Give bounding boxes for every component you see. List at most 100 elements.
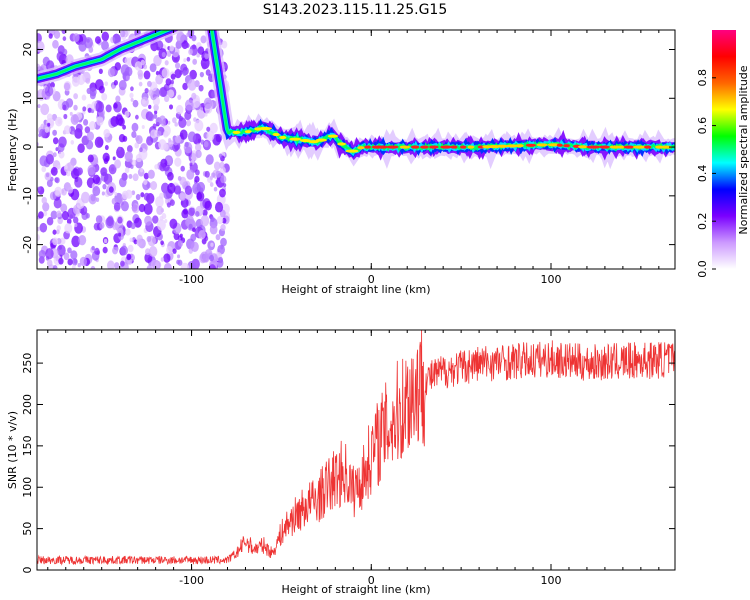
spectrogram-speckle [218,256,223,264]
spectrogram-speckle [79,256,87,267]
spectrogram-speckle [95,79,104,91]
spectrogram-speckle [57,119,62,125]
spectrogram-speckle [160,240,164,246]
spectrogram-speckle [72,33,80,43]
spectrogram-speckle [137,73,143,80]
spectrogram-speckle [213,161,221,171]
snr-frame [36,329,676,571]
spectrogram-speckle [159,115,166,124]
spectrogram-peak [410,145,420,149]
spectrogram-speckle [188,48,193,55]
spectrogram-speckle [154,110,158,115]
spectrogram-speckle [71,130,75,135]
spectrogram-speckle [50,210,58,220]
spectrogram-speckle [210,242,214,247]
spectrogram-speckle [179,191,187,201]
spectrogram-speckle [61,30,67,35]
spectrogram-peak [525,143,537,147]
spectrogram-speckle [45,153,54,165]
spectrogram-speckle [161,51,166,58]
snr-xtick-label: -100 [179,574,204,587]
spectrogram-speckle [60,237,66,245]
spectrogram-speckle [189,162,193,167]
spectrogram-speckle [42,202,50,212]
spectrogram-speckle [213,186,218,192]
spectrogram-speckle [162,143,169,151]
spectrogram-speckle [197,46,205,55]
spectrogram-speckle [206,130,215,142]
spectrogram-speckle [127,258,133,265]
spectrogram-speckle [161,67,170,79]
spectrogram-speckle [134,142,140,149]
spectrogram-marks [37,30,675,269]
spectrogram-speckle [147,169,155,179]
spectrogram-speckle [218,153,223,159]
spectrogram-speckle [80,191,90,204]
spectrogram-speckle [163,253,171,263]
spectrogram-speckle [209,254,215,262]
spectrogram-speckle [55,229,60,235]
spectrogram-peak [258,126,272,131]
spectrogram-speckle [102,183,107,190]
spectrogram-speckle [150,181,158,191]
spectrogram-speckle [169,199,175,207]
spectrogram-speckle [132,173,139,182]
spectrogram-speckle [94,136,104,148]
spectrogram-peak [578,145,589,149]
spectrogram-xtick-label: -100 [179,273,204,286]
spectrogram-speckle [39,128,45,137]
spectrogram-speckle [185,119,192,127]
spectrogram-speckle [208,264,217,269]
spectrogram-speckle [131,131,137,138]
spectrogram-speckle [135,114,139,120]
spectrogram-speckle [105,216,115,229]
spectrogram-speckle [95,101,105,113]
snr-ylabel: SNR (10 * v/v) [6,411,19,489]
spectrogram-speckle [130,97,134,102]
spectrogram-speckle [111,84,115,90]
spectrogram-speckle [188,223,193,230]
spectrogram-speckle [140,192,145,198]
spectrogram-speckle [143,192,150,201]
spectrogram-speckle [89,87,97,97]
spectrogram-speckle [96,250,101,255]
spectrogram-speckle [155,196,164,208]
spectrogram-speckle [87,164,96,176]
spectrogram-speckle [186,32,190,38]
spectrogram-speckle [126,145,133,153]
spectrogram-peak [289,137,302,141]
spectrogram-speckle [215,234,221,241]
spectrogram-speckle [127,244,134,253]
spectrogram-speckle [108,164,117,175]
spectrogram-speckle [195,211,200,217]
spectrogram-speckle [71,264,76,269]
spectrogram-speckle [150,259,160,269]
spectrogram-speckle [88,193,97,205]
spectrogram-speckle [88,46,94,53]
spectrogram-speckle [205,154,214,165]
spectrogram-ytick-label: 10 [21,91,34,105]
spectrogram-speckle [174,51,179,57]
spectrogram-peak [599,145,610,149]
spectrogram-speckle [152,123,157,129]
spectrogram-speckle [192,58,198,65]
spectrogram-speckle [166,202,171,208]
spectrogram-speckle [138,81,143,87]
spectrogram-speckle [124,110,130,118]
spectrogram-peak [327,134,339,138]
spectrogram-peak [547,143,560,147]
spectrogram-speckle [112,246,119,255]
spectrogram-speckle [114,262,120,269]
spectrogram-speckle [219,161,225,169]
spectrogram-peak [429,145,439,149]
spectrogram-speckle [107,67,115,78]
spectrogram-speckle [39,155,48,167]
spectrogram-speckle [201,62,207,70]
spectrogram-peak [617,145,625,149]
spectrogram-speckle [144,87,149,94]
spectrogram-speckle [156,130,162,137]
spectrogram-speckle [175,62,181,69]
spectrogram-speckle [58,136,67,148]
spectrogram-speckle [102,152,110,163]
spectrogram-speckle [91,245,95,251]
